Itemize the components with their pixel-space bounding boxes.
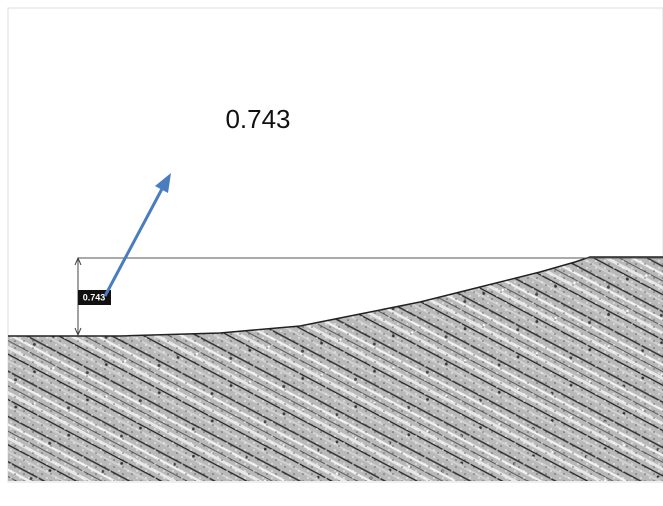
callout-label: 0.743: [225, 104, 290, 134]
surface-texture: [8, 257, 663, 481]
callout-arrowhead: [155, 173, 171, 193]
callout-arrow: [103, 186, 165, 297]
dimension-arrows: [74, 256, 82, 337]
callout-box: [145, 85, 295, 155]
surface-profile: [8, 256, 663, 337]
measurement-label: 0.743: [83, 292, 106, 302]
measurement-box: [78, 290, 111, 305]
